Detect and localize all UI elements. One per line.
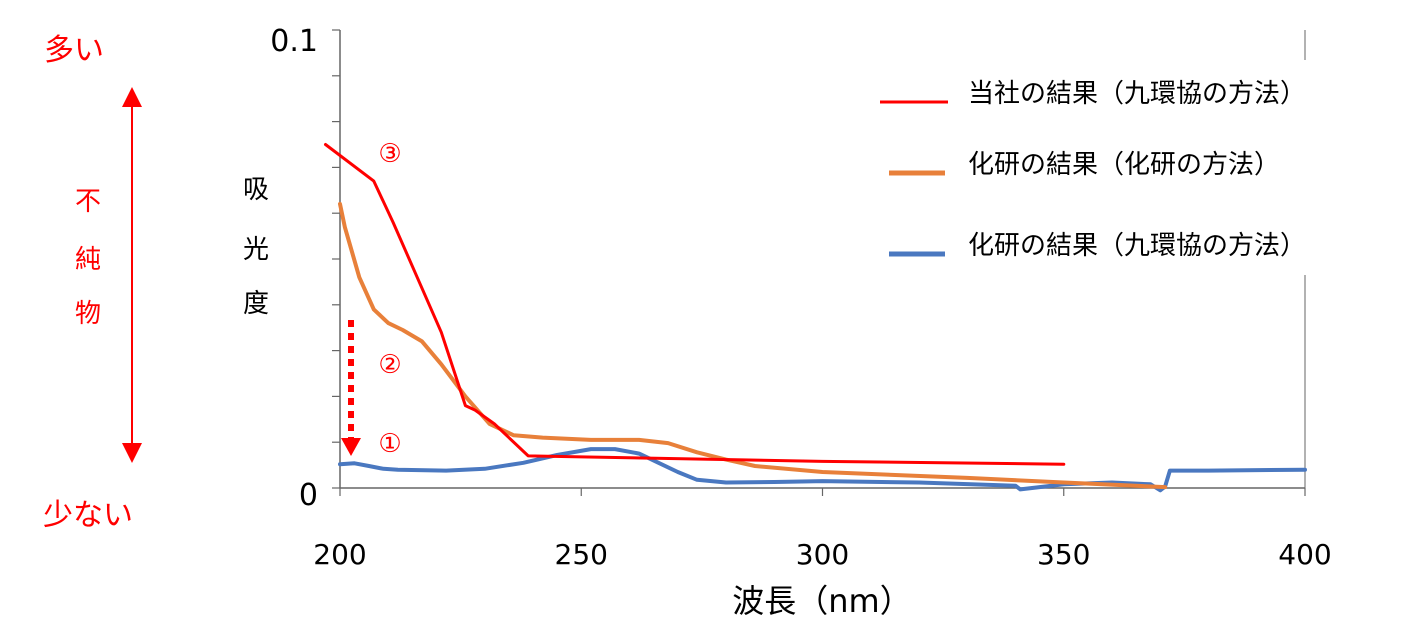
dotted-arrow-head-icon [341, 438, 361, 456]
x-tick-label: 250 [555, 538, 608, 571]
label-impurity-2: 純 [75, 245, 101, 275]
y-axis-label-char-2: 光 [243, 235, 269, 265]
marker-2: ② [378, 350, 401, 380]
x-tick-label: 300 [796, 538, 849, 571]
impurity-scale: 多い 不 純 物 少ない [43, 33, 142, 533]
series-line-our-result [324, 143, 1066, 466]
y-axis-label: 吸 光 度 [243, 175, 269, 319]
label-impurity-1: 不 [75, 187, 101, 217]
improvement-arrow [341, 320, 361, 456]
y-tick-label-max: 0.1 [270, 24, 318, 59]
legend-background [870, 60, 1415, 275]
y-ticks [332, 29, 340, 489]
legend: 当社の結果（九環協の方法） 化研の結果（化研の方法） 化研の結果（九環協の方法） [870, 60, 1415, 275]
y-axis-label-char-3: 度 [243, 289, 269, 319]
label-less: 少ない [43, 498, 133, 533]
legend-label-3: 化研の結果（九環協の方法） [968, 231, 1306, 261]
marker-1: ① [378, 429, 401, 459]
label-more: 多い [44, 33, 104, 68]
legend-label-1: 当社の結果（九環協の方法） [968, 79, 1306, 109]
y-tick-label-zero: 0 [299, 478, 318, 513]
legend-label-2: 化研の結果（化研の方法） [968, 150, 1280, 180]
marker-3: ③ [378, 139, 401, 169]
x-tick-label: 350 [1037, 538, 1090, 571]
series-line-kaken-kyukankyo [338, 447, 1307, 493]
axes: 200 250 300 350 400 0.1 0 波長（nm） [270, 24, 1331, 619]
series-layer [324, 143, 1307, 493]
y-axis-label-char-1: 吸 [243, 175, 269, 205]
x-tick-label: 200 [313, 538, 366, 571]
label-impurity-3: 物 [75, 299, 101, 329]
x-axis-label: 波長（nm） [732, 582, 911, 619]
x-tick-label: 400 [1278, 538, 1331, 571]
series-line-kaken-kaken [338, 202, 1168, 490]
x-ticks: 200 250 300 350 400 [313, 488, 1332, 571]
arrow-down-icon [122, 443, 142, 463]
arrow-up-icon [122, 87, 142, 107]
